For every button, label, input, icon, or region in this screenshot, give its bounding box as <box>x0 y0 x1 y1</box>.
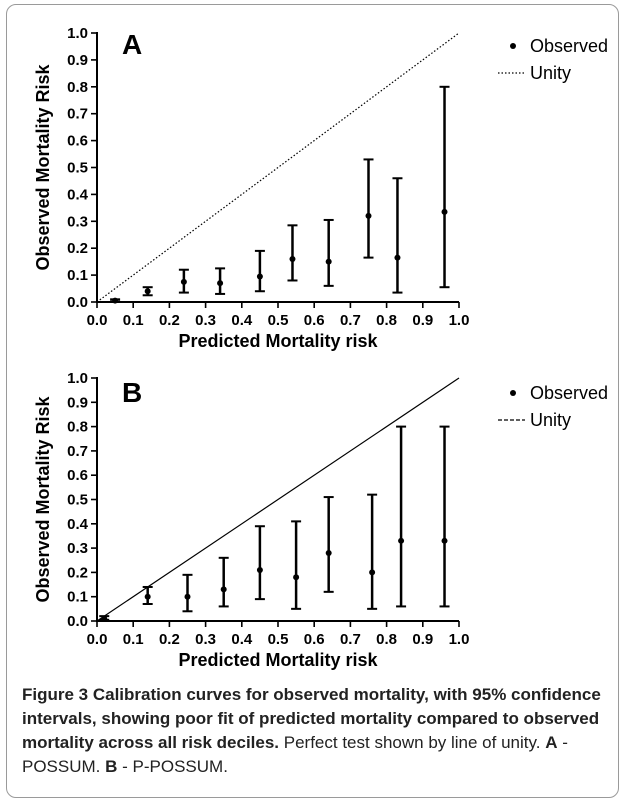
chart-b-y-tick-label: 0.5 <box>67 492 88 509</box>
chart-b-y-tick-label: 0.2 <box>67 564 88 581</box>
chart-b-x-tick-label: 0.0 <box>87 631 108 648</box>
chart-b-y-tick-label: 0.6 <box>67 467 88 484</box>
chart-a-data-point <box>217 280 224 287</box>
chart-a-x-tick-label: 0.0 <box>87 312 108 329</box>
chart-a-x-tick-label: 0.5 <box>268 312 289 329</box>
chart-b-legend-observed-marker <box>510 390 516 396</box>
chart-b-x-tick-label: 0.8 <box>376 631 397 648</box>
chart-b-x-tick-label: 0.2 <box>159 631 180 648</box>
chart-a-x-tick-label: 0.9 <box>412 312 433 329</box>
chart-b-x-tick-label: 0.7 <box>340 631 361 648</box>
chart-a-legend-unity-label: Unity <box>530 63 571 83</box>
chart-b-panel-label: B <box>122 377 142 408</box>
chart-b-data-point <box>184 593 191 600</box>
chart-b-y-tick-label: 0.3 <box>67 540 88 557</box>
caption-a-text: - POSSUM. <box>22 733 568 776</box>
chart-a-x-axis-label: Predicted Mortality risk <box>178 331 378 351</box>
chart-b-x-tick-label: 0.6 <box>304 631 325 648</box>
chart-a-x-tick-label: 0.1 <box>123 312 144 329</box>
chart-a-legend-observed-label: Observed <box>530 36 608 56</box>
chart-a-panel-label: A <box>122 29 142 60</box>
chart-b-x-axis-label: Predicted Mortality risk <box>178 650 378 670</box>
chart-b-legend-unity-label: Unity <box>530 410 571 430</box>
chart-b-data-point <box>101 615 108 622</box>
chart-a-x-tick-label: 0.3 <box>195 312 216 329</box>
chart-b-data-point <box>256 566 263 573</box>
chart-b-x-tick-label: 0.5 <box>268 631 289 648</box>
chart-a-y-tick-label: 0.4 <box>67 186 89 203</box>
chart-b-x-tick-label: 0.3 <box>195 631 216 648</box>
chart-a-y-axis-label: Observed Mortality Risk <box>33 63 53 270</box>
chart-a-data-point <box>256 273 263 280</box>
chart-b-data-point <box>398 537 405 544</box>
chart-b-unity-line <box>96 377 460 622</box>
chart-b-y-tick-label: 0.8 <box>67 419 88 436</box>
chart-a-x-tick-label: 0.8 <box>376 312 397 329</box>
chart-a-data-point <box>289 255 296 262</box>
chart-b-x-tick-label: 0.1 <box>123 631 144 648</box>
chart-b-data-point <box>441 537 448 544</box>
chart-b-y-tick-label: 0.0 <box>67 613 88 630</box>
chart-a-data-point <box>394 254 401 261</box>
chart-a-y-tick-label: 1.0 <box>67 25 88 42</box>
chart-a-x-tick-label: 0.7 <box>340 312 361 329</box>
chart-b-x-tick-label: 0.4 <box>231 631 253 648</box>
chart-a-y-tick-label: 0.7 <box>67 106 88 123</box>
caption-a-label: A <box>545 733 558 752</box>
chart-b-data-point <box>293 574 300 581</box>
caption-b-text: - P-POSSUM. <box>117 757 228 776</box>
chart-a-x-tick-label: 0.2 <box>159 312 180 329</box>
chart-a-data-point <box>144 288 151 295</box>
caption-b-label: B <box>105 757 118 776</box>
chart-a-y-tick-label: 0.6 <box>67 133 88 150</box>
chart-a-data-point <box>180 278 187 285</box>
chart-a-data-point <box>441 208 448 215</box>
chart-a-x-tick-label: 0.6 <box>304 312 325 329</box>
chart-a-y-tick-label: 0.0 <box>67 294 88 311</box>
chart-b-x-tick-label: 0.9 <box>412 631 433 648</box>
chart-a-y-tick-label: 0.2 <box>67 240 88 257</box>
caption-text: Perfect test shown by line of unity. <box>279 733 546 752</box>
chart-a-y-tick-label: 0.5 <box>67 160 88 177</box>
figure-caption: Figure 3 Calibration curves for observed… <box>22 683 612 779</box>
chart-b-data-point <box>220 586 227 593</box>
chart-b-y-tick-label: 1.0 <box>67 370 88 387</box>
chart-b-y-axis-label: Observed Mortality Risk <box>33 395 53 602</box>
chart-a-y-tick-label: 0.3 <box>67 213 88 230</box>
chart-b-data-point <box>325 549 332 556</box>
chart-a-unity-line <box>96 32 460 303</box>
chart-a-data-point <box>325 258 332 265</box>
chart-a-legend-observed-marker <box>510 43 516 49</box>
chart-a-y-tick-label: 0.9 <box>67 52 88 69</box>
chart-a-data-point <box>112 297 119 304</box>
caption-title: Figure 3 Calibration curves for observed… <box>22 685 601 752</box>
chart-b-y-tick-label: 0.1 <box>67 589 88 606</box>
chart-b-y-tick-label: 0.9 <box>67 394 88 411</box>
chart-b-y-tick-label: 0.7 <box>67 443 88 460</box>
figure-frame <box>6 4 619 798</box>
chart-b-data-point <box>369 569 376 576</box>
chart-b-legend-observed-label: Observed <box>530 383 608 403</box>
chart-b-y-tick-label: 0.4 <box>67 516 89 533</box>
chart-b-x-tick-label: 1.0 <box>449 631 470 648</box>
figure-charts: 0.0 0.1 0.2 0.3 0.4 0.5 0.6 0.7 0.8 0.9 1.0 0.0 0.1 0… <box>33 25 608 670</box>
chart-a-x-tick-label: 0.4 <box>231 312 253 329</box>
chart-a-data-point <box>365 212 372 219</box>
chart-a-y-tick-label: 0.8 <box>67 79 88 96</box>
chart-b-data-point <box>144 593 151 600</box>
chart-a-y-tick-label: 0.1 <box>67 267 88 284</box>
chart-a-x-tick-label: 1.0 <box>449 312 470 329</box>
